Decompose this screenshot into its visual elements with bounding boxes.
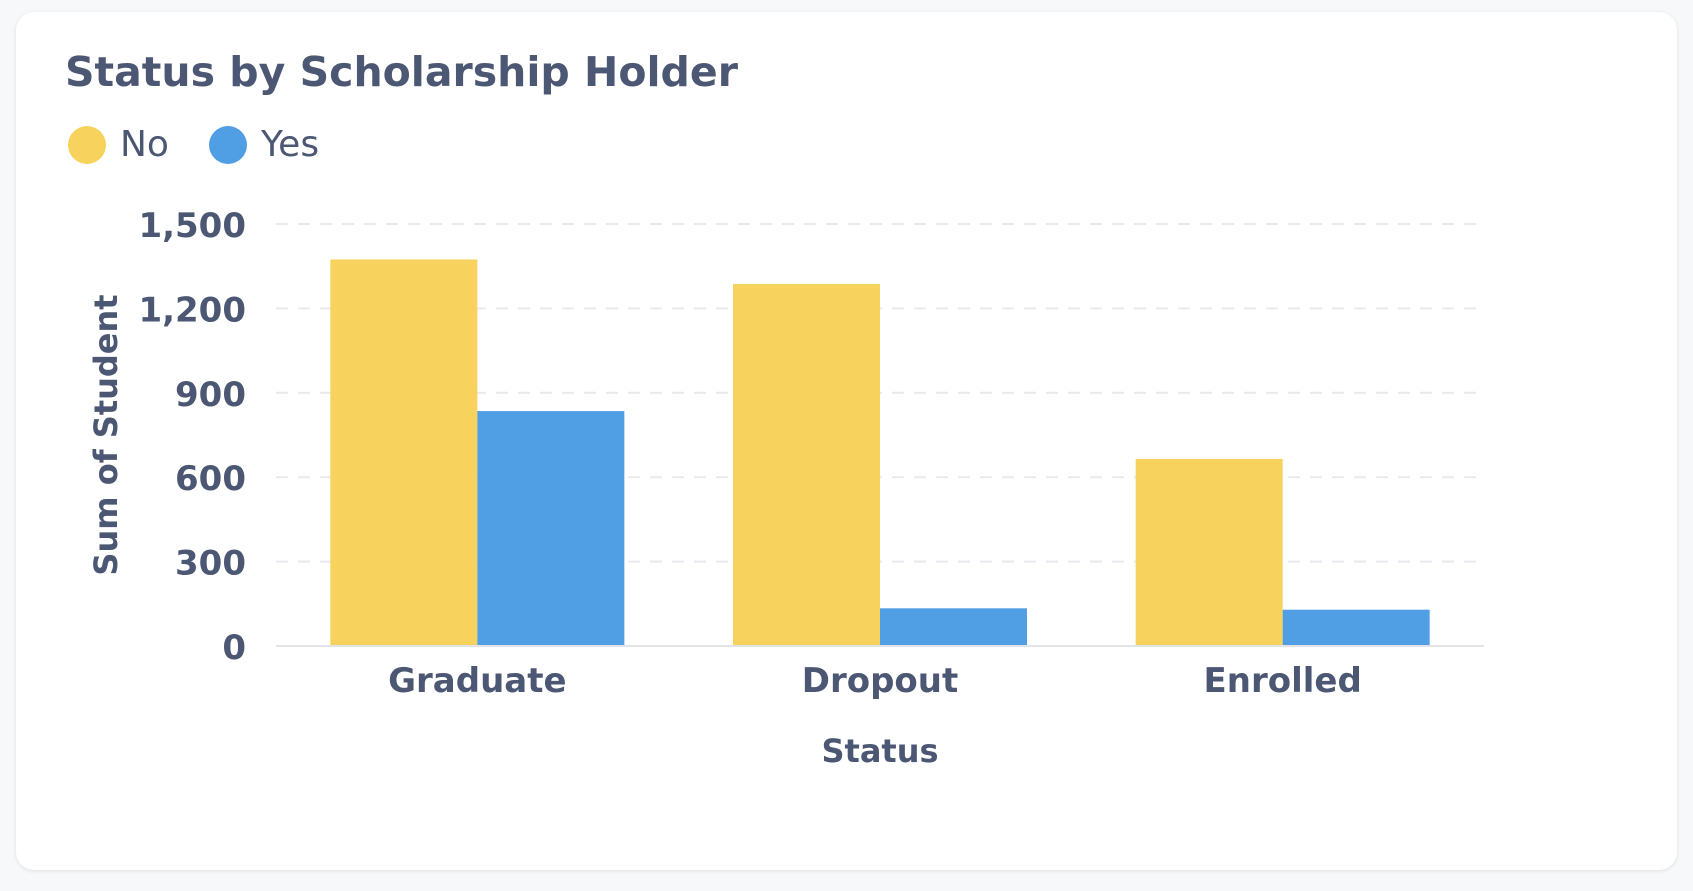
y-tick-label: 600 [175,459,246,499]
y-tick-label: 900 [175,375,246,415]
legend-swatch-no [68,125,106,164]
bar-graduate-no[interactable] [330,259,478,646]
chart-title: Status by Scholarship Holder [65,48,738,96]
legend-swatch-yes [208,125,247,164]
y-tick-label: 1,200 [138,290,246,330]
x-tick-label: Enrolled [1204,661,1362,701]
x-tick-label: Dropout [802,661,959,701]
y-tick-label: 1,500 [138,206,246,246]
bar-dropout-yes[interactable] [880,608,1027,646]
bar-enrolled-no[interactable] [1135,458,1283,646]
y-tick-label: 0 [222,628,246,668]
axes: 0 300 600 900 1,200 1,500 Graduate Dropout Enrol… [87,206,1484,770]
legend: No Yes [68,124,319,165]
y-tick-label: 300 [175,544,246,584]
y-axis-title: Sum of Student [87,294,125,575]
chart-card: Status by Scholarship Holder No Yes 0 300… [16,12,1677,870]
bars [330,259,1430,646]
bar-enrolled-yes[interactable] [1282,609,1430,646]
bar-chart: 0 300 600 900 1,200 1,500 Graduate Dropout Enrol… [87,206,1484,770]
bar-dropout-no[interactable] [733,283,880,646]
legend-label-no: No [120,124,169,165]
legend-item-no[interactable]: No [68,124,169,165]
bar-graduate-yes[interactable] [477,411,625,646]
x-tick-label: Graduate [388,661,566,701]
x-axis-title: Status [821,732,938,770]
legend-label-yes: Yes [260,124,320,165]
legend-item-yes[interactable]: Yes [208,124,320,165]
